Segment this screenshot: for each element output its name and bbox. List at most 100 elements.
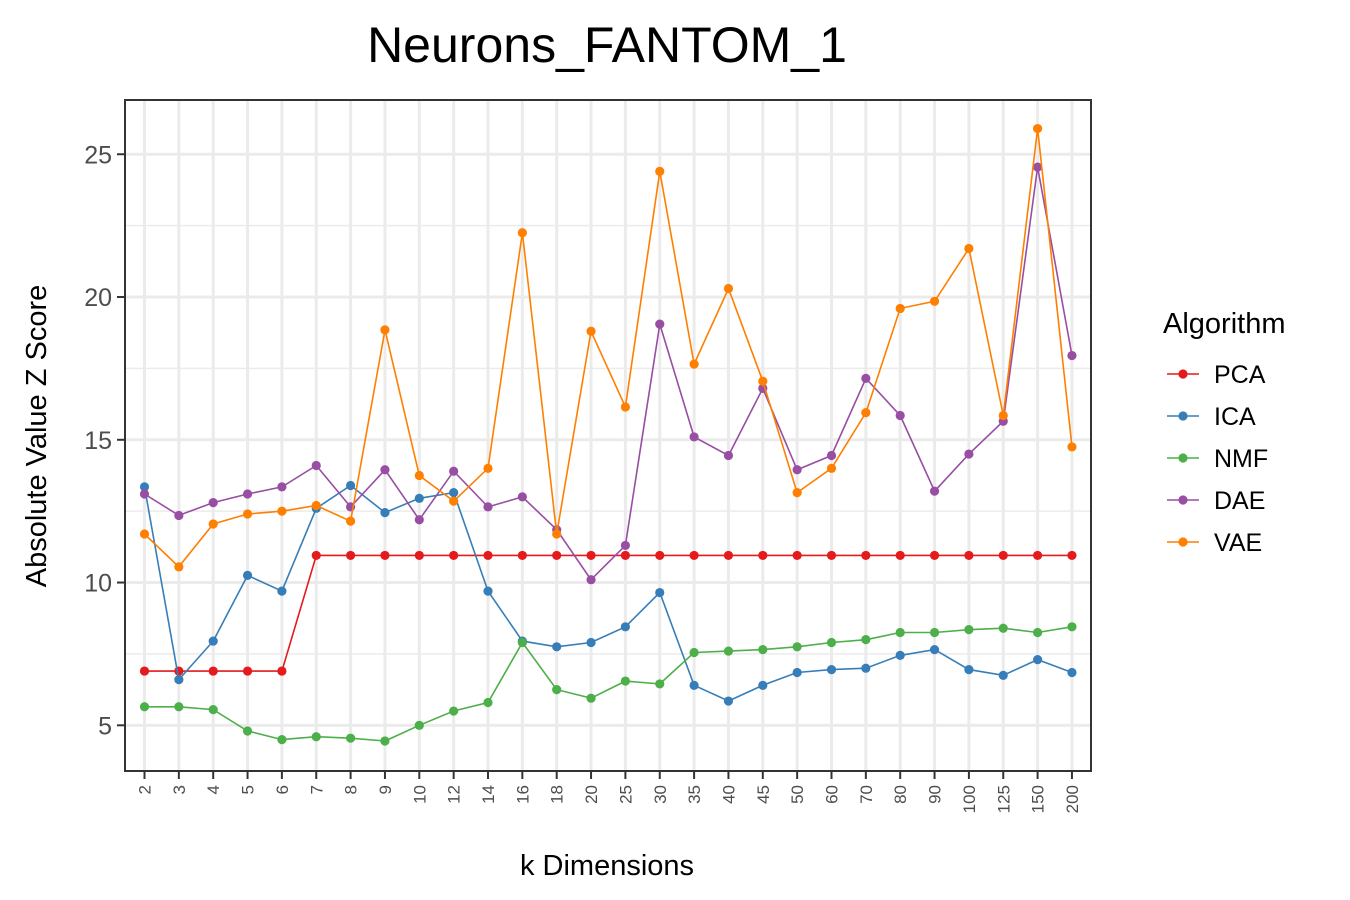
chart-title: Neurons_FANTOM_1	[367, 17, 847, 73]
point-nmf	[861, 635, 871, 645]
line-dae	[144, 166, 1073, 581]
point-ica	[242, 570, 253, 581]
point-ica	[483, 586, 493, 596]
legend-key-point	[1178, 453, 1188, 463]
point-ica	[139, 482, 150, 492]
legend-label-nmf: NMF	[1214, 445, 1268, 473]
x-tick-label: 70	[857, 785, 876, 804]
point-dae	[242, 489, 253, 499]
point-nmf	[311, 732, 321, 742]
legend-key-point	[1178, 495, 1188, 505]
point-pca	[655, 550, 665, 561]
point-nmf	[586, 693, 596, 703]
legend-item-nmf: NMF	[1167, 445, 1268, 473]
line-vae	[143, 128, 1073, 568]
point-pca	[449, 550, 459, 561]
point-nmf	[1033, 627, 1043, 638]
point-vae	[174, 562, 184, 572]
x-tick-label: 2	[136, 785, 155, 794]
point-ica	[277, 586, 287, 596]
legend: Algorithm PCA ICA NMF DAE VAE	[1163, 308, 1286, 557]
legend-key-point	[1178, 369, 1188, 379]
legend-label-pca: PCA	[1214, 361, 1266, 389]
point-nmf	[483, 697, 493, 708]
point-pca	[586, 550, 596, 561]
point-vae	[792, 488, 802, 498]
point-vae	[758, 376, 768, 386]
x-tick-label: 200	[1063, 785, 1082, 813]
legend-key-point	[1178, 411, 1188, 421]
point-pca	[277, 666, 287, 676]
point-dae	[449, 466, 459, 476]
point-dae	[208, 498, 218, 508]
point-vae	[964, 243, 974, 254]
point-pca	[380, 550, 390, 561]
point-vae	[139, 529, 150, 539]
point-dae	[689, 432, 699, 442]
point-pca	[689, 550, 699, 561]
point-pca	[483, 550, 493, 561]
point-ica	[449, 488, 459, 498]
point-pca	[998, 550, 1008, 561]
legend-item-vae: VAE	[1167, 529, 1262, 557]
x-tick-label: 7	[307, 785, 326, 794]
x-axis-title: k Dimensions	[520, 850, 694, 882]
point-vae	[277, 506, 287, 516]
y-tick-label: 25	[84, 141, 112, 169]
point-ica	[998, 670, 1008, 680]
point-dae	[139, 489, 150, 499]
x-tick-label: 20	[582, 785, 601, 804]
point-dae	[826, 450, 837, 461]
point-ica	[964, 665, 974, 675]
point-vae	[517, 228, 527, 238]
x-tick-label: 16	[513, 785, 532, 804]
series-vae	[139, 123, 1077, 572]
point-nmf	[277, 734, 287, 745]
line-ica	[143, 484, 1073, 702]
point-nmf	[139, 702, 150, 712]
legend-label-vae: VAE	[1214, 529, 1262, 557]
point-ica	[1067, 667, 1077, 678]
point-vae	[208, 519, 218, 529]
y-tick-label: 20	[84, 284, 112, 312]
legend-label-ica: ICA	[1214, 403, 1256, 431]
point-dae	[929, 486, 940, 496]
series-pca	[139, 550, 1077, 676]
point-ica	[655, 587, 665, 598]
point-pca	[139, 666, 150, 676]
point-dae	[414, 515, 424, 525]
point-ica	[895, 650, 905, 660]
point-pca	[826, 550, 837, 561]
x-tick-label: 9	[376, 785, 395, 794]
x-tick-label: 150	[1029, 785, 1048, 813]
point-dae	[655, 319, 665, 329]
series-ica	[139, 480, 1077, 706]
point-ica	[346, 480, 356, 491]
point-nmf	[174, 702, 184, 712]
legend-item-ica: ICA	[1167, 403, 1256, 431]
point-nmf	[689, 647, 699, 658]
line-pca	[144, 554, 1072, 672]
point-dae	[620, 540, 631, 551]
plot-panel-border	[124, 99, 1092, 772]
x-tick-label: 25	[616, 785, 635, 804]
point-pca	[895, 550, 905, 561]
point-pca	[723, 550, 734, 561]
x-tick-label: 35	[685, 785, 704, 804]
point-dae	[174, 510, 184, 521]
series-nmf	[139, 622, 1077, 746]
point-nmf	[449, 706, 459, 716]
point-ica	[723, 696, 734, 706]
point-vae	[552, 529, 562, 539]
legend-key-point	[1178, 537, 1188, 547]
point-dae	[380, 465, 390, 475]
point-dae	[792, 465, 802, 475]
point-ica	[758, 680, 768, 690]
y-tick-label: 15	[84, 427, 112, 455]
legend-item-dae: DAE	[1167, 487, 1265, 515]
point-ica	[826, 665, 837, 675]
point-pca	[208, 666, 218, 676]
point-pca	[311, 550, 321, 561]
point-ica	[1033, 655, 1043, 665]
